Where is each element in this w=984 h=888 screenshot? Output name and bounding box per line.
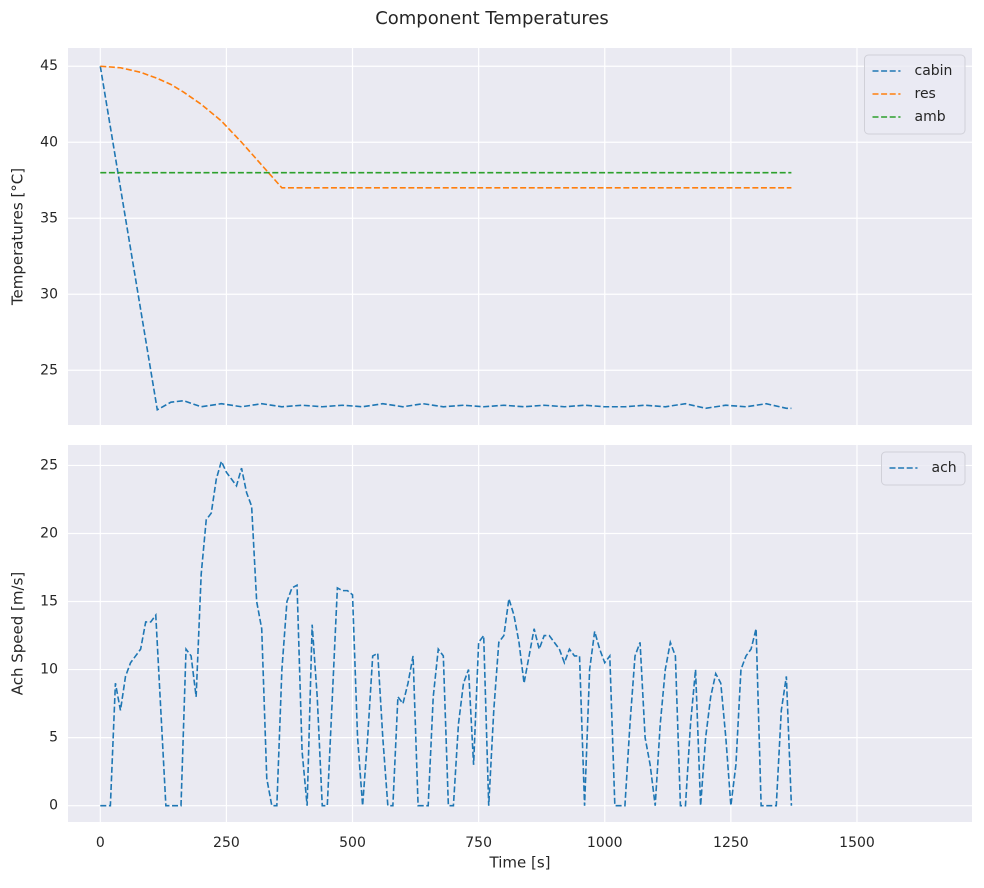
- plot-area: [68, 48, 972, 425]
- line-series: [99, 66, 792, 412]
- y-tick-label: 25: [40, 362, 58, 378]
- legend: [864, 54, 966, 135]
- y-tick-label: 45: [40, 58, 58, 74]
- x-axis-label: Time [s]: [489, 854, 551, 872]
- legend-label: ach: [932, 460, 957, 476]
- y-tick-label: 25: [40, 457, 58, 473]
- x-tick-label: 1500: [839, 835, 875, 851]
- x-tick-label: 750: [465, 835, 492, 851]
- line-series: [100, 459, 793, 807]
- legend-label: cabin: [915, 63, 953, 79]
- legend-label: res: [915, 86, 936, 102]
- legend: [881, 451, 966, 486]
- y-tick-label: 30: [40, 286, 58, 302]
- legend-label: amb: [915, 109, 946, 125]
- y-tick-label: 40: [40, 134, 58, 150]
- y-tick-label: 0: [49, 798, 58, 814]
- x-tick-label: 1250: [713, 835, 749, 851]
- y-tick-label: 10: [40, 662, 58, 678]
- x-tick-label: 500: [339, 835, 366, 851]
- x-tick-label: 1000: [587, 835, 623, 851]
- plot-area: [68, 445, 972, 822]
- x-tick-label: 250: [213, 835, 240, 851]
- line-series: [100, 65, 792, 189]
- y-tick-label: 20: [40, 525, 58, 541]
- x-tick-label: 0: [96, 835, 105, 851]
- y-axis-label: Ach Speed [m/s]: [9, 572, 27, 696]
- y-tick-label: 15: [40, 594, 58, 610]
- y-tick-label: 5: [49, 730, 58, 746]
- y-axis-label: Temperatures [°C]: [9, 168, 27, 306]
- y-tick-label: 35: [40, 210, 58, 226]
- figure-title: Component Temperatures: [375, 8, 609, 29]
